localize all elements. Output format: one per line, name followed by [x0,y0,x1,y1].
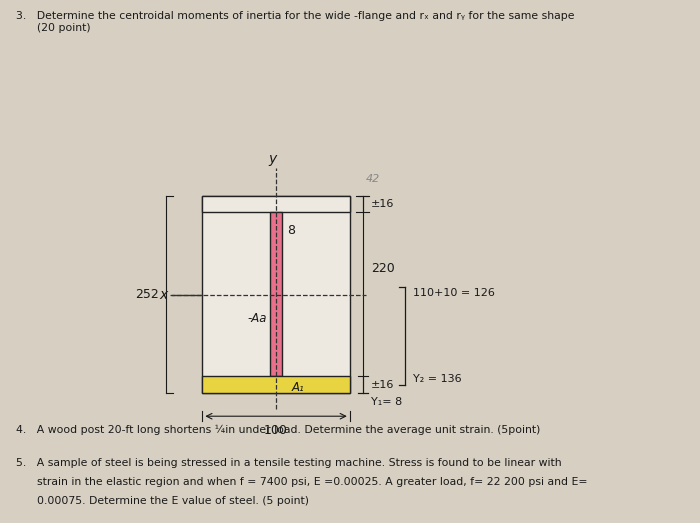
Text: 8: 8 [288,224,295,237]
Text: 220: 220 [371,262,394,275]
Text: ±16: ±16 [371,199,394,209]
Text: Y₁= 8: Y₁= 8 [371,397,402,407]
Bar [270,212,281,377]
Bar [202,196,350,212]
Text: 0.00075. Determine the E value of steel. (5 point): 0.00075. Determine the E value of steel.… [16,496,309,506]
Text: 252: 252 [135,288,159,301]
Text: strain in the elastic region and when f = 7400 psi, E =0.00025. A greater load, : strain in the elastic region and when f … [16,477,587,487]
Text: 5.   A sample of steel is being stressed in a tensile testing machine. Stress is: 5. A sample of steel is being stressed i… [16,458,561,468]
Text: ±16: ±16 [371,380,394,390]
Text: 42: 42 [366,174,380,184]
Bar [202,196,350,393]
Bar [202,377,350,393]
Text: y: y [268,152,277,166]
Text: (20 point): (20 point) [16,24,90,33]
Text: x: x [160,288,168,302]
Text: Y₂ = 136: Y₂ = 136 [413,374,462,384]
Text: A₁: A₁ [292,381,305,394]
Text: 4.   A wood post 20-ft long shortens ¼in under load. Determine the average unit : 4. A wood post 20-ft long shortens ¼in u… [16,425,540,435]
Text: 100: 100 [264,424,288,437]
Text: 110+10 = 126: 110+10 = 126 [413,288,495,298]
Text: 3.   Determine the centroidal moments of inertia for the wide -flange and rₓ and: 3. Determine the centroidal moments of i… [16,10,575,20]
Text: -Aa: -Aa [247,312,267,325]
